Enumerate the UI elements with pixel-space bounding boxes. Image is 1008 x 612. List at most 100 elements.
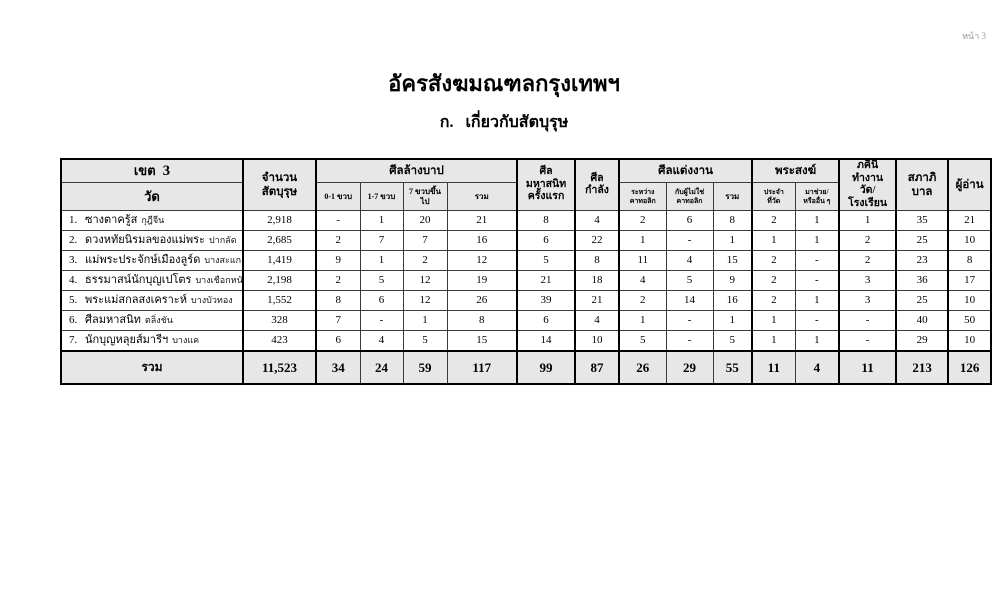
table-cell: 10 xyxy=(574,330,620,352)
table-cell: 9 xyxy=(712,270,753,292)
table-cell: 21 xyxy=(516,270,576,292)
marriage-group-header: ศีลแต่งงาน xyxy=(618,158,753,184)
pastoral-council-header: สภาภิบาล xyxy=(895,158,949,212)
table-cell: 2 xyxy=(315,270,361,292)
table-cell: 21 xyxy=(574,290,620,312)
church-name-cell: 1. ซางตาครู้ส กุฎีจีน xyxy=(60,210,244,232)
priests-resident-header: ประจำ ที่วัด xyxy=(751,182,796,212)
church-place: บางบัวทอง xyxy=(190,295,233,306)
page-title: อัครสังฆมณฑลกรุงเทพฯ xyxy=(388,71,620,96)
table-cell: - xyxy=(665,230,714,252)
total-cell: 11 xyxy=(751,349,796,385)
church-column-header: วัด xyxy=(60,182,244,212)
table-cell: 6 xyxy=(315,330,361,352)
total-cell: 87 xyxy=(574,349,620,385)
table-cell: - xyxy=(794,250,840,272)
table-cell: 2 xyxy=(751,270,796,292)
table-cell: 40 xyxy=(895,310,949,332)
church-number: 4. xyxy=(69,274,78,287)
table-cell: 8 xyxy=(516,210,576,232)
page-subtitle: ก. เกี่ยวกับสัตบุรุษ xyxy=(0,113,1008,134)
baptism-1-7-header: 1-7 ขวบ xyxy=(359,182,404,212)
table-row: 7. นักบุญหลุยส์มารีฯ บางแค 423 6 4 5 15 14… xyxy=(60,330,992,352)
table-cell: 1 xyxy=(359,210,404,232)
church-number: 5. xyxy=(69,294,78,307)
table-cell: 6 xyxy=(516,230,576,252)
total-cell: 213 xyxy=(895,349,949,385)
table-header: เขต 3 จำนวนสัตบุรุษ ศีลล้างบาป ศีล มหาสนิ… xyxy=(60,158,992,212)
table-cell: 3 xyxy=(838,270,897,292)
table-cell: 2,918 xyxy=(242,210,317,232)
table-cell: 12 xyxy=(446,250,518,272)
table-cell: 2 xyxy=(751,290,796,312)
table-cell: 2,685 xyxy=(242,230,317,252)
table-cell: 1 xyxy=(712,310,753,332)
church-name-cell: 5. พระแม่สกลสงเคราะห์ บางบัวทอง xyxy=(60,290,244,312)
total-cell: 4 xyxy=(794,349,840,385)
header-row-sub: วัด 0-1 ขวบ 1-7 ขวบ 7 ขวบขึ้นไป รวม ระหว… xyxy=(60,182,991,212)
table-cell: 22 xyxy=(574,230,620,252)
table-cell: 6 xyxy=(359,290,404,312)
table-cell: 20 xyxy=(402,210,448,232)
church-place: กุฎีจีน xyxy=(141,215,165,226)
total-cell: 117 xyxy=(446,349,518,385)
table-cell: 5 xyxy=(618,330,667,352)
table-cell: - xyxy=(794,310,840,332)
zone-number: 3 xyxy=(162,162,171,179)
table-cell: 10 xyxy=(947,330,992,352)
table-cell: 8 xyxy=(315,290,361,312)
total-row: รวม 11,523 34 24 59 117 99 87 26 29 55 1… xyxy=(60,349,992,385)
table-cell: 14 xyxy=(665,290,714,312)
readers-header: ผู้อ่าน xyxy=(947,158,992,212)
church-number: 2. xyxy=(69,234,78,247)
table-cell: 10 xyxy=(947,230,992,252)
marriage-total-header: รวม xyxy=(712,182,753,212)
church-name: ดวงหทัยนิรมลของแม่พระ xyxy=(85,234,205,247)
table-cell: 10 xyxy=(947,290,992,312)
table-cell: 2 xyxy=(618,290,667,312)
church-name: แม่พระประจักษ์เมืองลูร์ด xyxy=(85,254,201,267)
zone-label: เขต xyxy=(133,162,156,178)
table-cell: 16 xyxy=(712,290,753,312)
table-cell: 1 xyxy=(359,250,404,272)
church-place: บางแค xyxy=(172,335,200,346)
table-cell: 423 xyxy=(242,330,317,352)
table-cell: 26 xyxy=(446,290,518,312)
table-cell: 8 xyxy=(947,250,992,272)
table-cell: - xyxy=(665,310,714,332)
table-cell: 6 xyxy=(665,210,714,232)
table-cell: 39 xyxy=(516,290,576,312)
table-body: 1. ซางตาครู้ส กุฎีจีน 2,918 - 1 20 21 8 4 … xyxy=(60,210,992,385)
table-cell: 9 xyxy=(315,250,361,272)
parishioners-header: จำนวนสัตบุรุษ xyxy=(242,158,317,212)
table-cell: 50 xyxy=(947,310,992,332)
church-place: ปากลัด xyxy=(208,235,237,246)
baptism-total-header: รวม xyxy=(446,182,518,212)
subtitle-text: เกี่ยวกับสัตบุรุษ xyxy=(465,114,569,131)
total-cell: 29 xyxy=(665,349,714,385)
church-place: บางสะแก xyxy=(204,255,242,266)
church-name: ธรรมาสน์นักบุญเปโตร xyxy=(85,274,192,287)
table-cell: 2 xyxy=(838,230,897,252)
total-cell: 99 xyxy=(516,349,576,385)
table-cell: 5 xyxy=(516,250,576,272)
table-cell: 19 xyxy=(446,270,518,292)
table-cell: 17 xyxy=(947,270,992,292)
table-cell: 1,552 xyxy=(242,290,317,312)
marriage-catholic-header: ระหว่าง คาทอลิก xyxy=(618,182,667,212)
table-row: 5. พระแม่สกลสงเคราะห์ บางบัวทอง 1,552 8 6 … xyxy=(60,290,992,312)
church-place: ตลิ่งชัน xyxy=(144,315,173,326)
table-cell: 1 xyxy=(838,210,897,232)
table-cell: 7 xyxy=(359,230,404,252)
table-cell: 14 xyxy=(516,330,576,352)
table-cell: 25 xyxy=(895,290,949,312)
table-cell: 5 xyxy=(712,330,753,352)
table-row: 6. ศีลมหาสนิท ตลิ่งชัน 328 7 - 1 8 6 4 1 -… xyxy=(60,310,992,332)
total-cell: 11 xyxy=(838,349,897,385)
table-cell: 1 xyxy=(794,330,840,352)
table-cell: 5 xyxy=(402,330,448,352)
table-cell: 8 xyxy=(446,310,518,332)
table-cell: 2 xyxy=(838,250,897,272)
table-cell: 16 xyxy=(446,230,518,252)
church-number: 1. xyxy=(69,214,78,227)
